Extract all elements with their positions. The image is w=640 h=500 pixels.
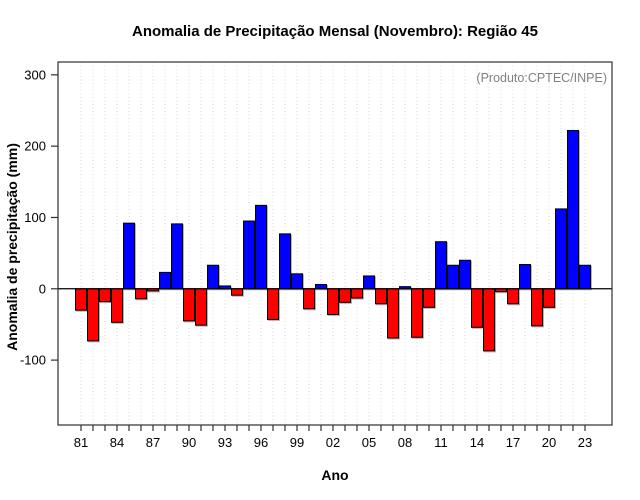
bar-18 (519, 264, 531, 290)
bar-89 (171, 223, 183, 290)
bar-19 (531, 288, 543, 327)
bar-90 (183, 288, 195, 322)
bar-20 (543, 288, 555, 308)
y-tick-label-200: 200 (24, 139, 46, 154)
axis-ticks-layer: -100 0 100 200 300 81 84 87 90 93 96 99 02 05 08 11 14 17… (20, 67, 592, 450)
bar-09 (411, 288, 423, 338)
bar-96 (255, 204, 267, 290)
bar-85 (123, 222, 135, 290)
bar-23 (579, 264, 591, 290)
bar-17 (507, 288, 519, 305)
bar-12 (447, 264, 459, 290)
bar-05 (363, 275, 375, 290)
bar-84 (111, 288, 123, 323)
bar-97 (267, 288, 279, 320)
bar-83 (99, 288, 111, 303)
plot-border (57, 61, 613, 426)
bar-10 (423, 288, 435, 308)
bar-82 (87, 288, 99, 342)
x-tick-label-87: 87 (146, 435, 160, 450)
x-tick-label-02: 02 (326, 435, 340, 450)
y-tick-label--100: -100 (20, 353, 46, 368)
y-tick-label-0: 0 (39, 281, 46, 296)
bar-07 (387, 288, 399, 339)
bar-11 (435, 241, 447, 290)
bar-92 (207, 264, 219, 290)
y-tick-label-300: 300 (24, 67, 46, 82)
product-annotation: (Produto:CPTEC/INPE) (476, 71, 607, 85)
bar-06 (375, 288, 387, 305)
x-tick-label-14: 14 (470, 435, 484, 450)
bar-91 (195, 288, 207, 326)
bar-86 (135, 288, 147, 300)
x-tick-label-20: 20 (542, 435, 556, 450)
grid-layer (80, 62, 586, 425)
bar-00 (303, 288, 315, 310)
x-tick-label-23: 23 (578, 435, 592, 450)
bar-22 (567, 129, 579, 290)
bar-14 (471, 288, 483, 328)
bar-01 (315, 284, 327, 290)
x-tick-label-17: 17 (506, 435, 520, 450)
x-tick-label-84: 84 (110, 435, 124, 450)
x-axis-title: Ano (321, 467, 348, 483)
x-tick-label-93: 93 (218, 435, 232, 450)
bar-03 (339, 288, 351, 303)
bar-88 (159, 271, 171, 290)
bar-81 (75, 288, 87, 311)
x-tick-label-08: 08 (398, 435, 412, 450)
bar-98 (279, 233, 291, 290)
x-tick-label-81: 81 (74, 435, 88, 450)
bar-21 (555, 208, 567, 290)
y-axis-title: Anomalia de precipitação (mm) (4, 143, 20, 351)
bar-95 (243, 220, 255, 290)
x-tick-label-99: 99 (290, 435, 304, 450)
bar-99 (291, 273, 303, 290)
bar-02 (327, 288, 339, 315)
x-tick-label-05: 05 (362, 435, 376, 450)
x-tick-label-11: 11 (434, 435, 448, 450)
bar-13 (459, 259, 471, 290)
chart-title: Anomalia de Precipitação Mensal (Novembr… (132, 23, 538, 40)
bars-layer (75, 129, 591, 352)
bar-94 (231, 288, 243, 296)
x-tick-label-90: 90 (182, 435, 196, 450)
bar-15 (483, 288, 495, 352)
x-tick-label-96: 96 (254, 435, 268, 450)
bar-04 (351, 288, 363, 299)
y-tick-label-100: 100 (24, 210, 46, 225)
